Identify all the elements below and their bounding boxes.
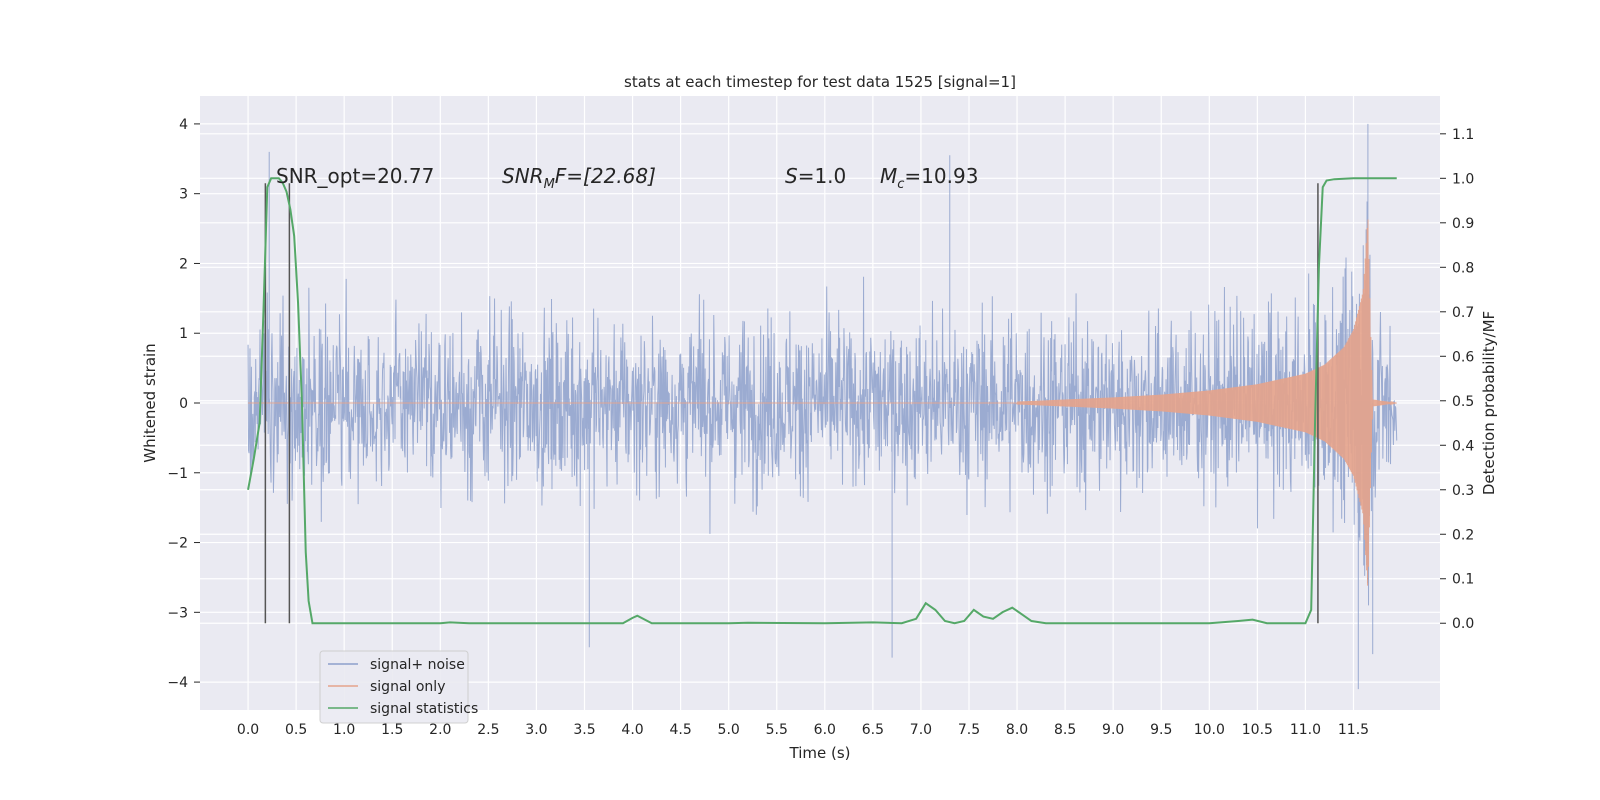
series-signal-statistics [247, 177, 1397, 625]
annotation-snr-mf-rest: F=[22.68] [555, 164, 656, 188]
annotation-mc: Mc=10.93 [880, 164, 978, 192]
x-tick-label: 5.0 [718, 722, 740, 738]
y2-tick-label: 0.2 [1452, 527, 1474, 543]
y2-tick-label: 0.1 [1452, 572, 1474, 588]
y-tick-label: −2 [167, 536, 188, 552]
y-tick-label: −1 [167, 466, 188, 482]
x-tick-label: 9.5 [1150, 722, 1172, 738]
x-tick-label: 10.5 [1242, 722, 1273, 738]
annotation-s-val: =1.0 [798, 164, 847, 188]
y-tick-label: 1 [179, 326, 188, 342]
y2-tick-label: 0.0 [1452, 616, 1474, 632]
annotation-snr-mf: SNRMF=[22.68] [502, 164, 656, 192]
series-signal-only [248, 219, 1397, 586]
x-tick-label: 5.5 [766, 722, 788, 738]
legend-box [319, 650, 469, 724]
x-tick-label: 2.5 [477, 722, 499, 738]
y-tick-label: 4 [179, 117, 188, 133]
legend-label-signal-statistics: signal statistics [370, 701, 478, 717]
annotation-snr-mf-main: SNR [502, 164, 544, 188]
y2-tick-label: 1.1 [1452, 127, 1474, 143]
x-tick-label: 6.5 [862, 722, 884, 738]
signal-only-line [248, 219, 1397, 586]
y2-tick-label: 0.7 [1452, 305, 1474, 321]
x-axis-label: Time (s) [789, 744, 851, 762]
x-tick-label: 3.5 [573, 722, 595, 738]
x-tick-label: 3.0 [525, 722, 547, 738]
x-tick-label: 7.5 [958, 722, 980, 738]
y2-tick-label: 0.3 [1452, 483, 1474, 499]
y2-tick-label: 0.9 [1452, 216, 1474, 232]
x-tick-label: 0.0 [237, 722, 259, 738]
y2-axis-ticks: 0.0 0.1 0.2 0.3 0.4 0.5 0.6 0.7 0.8 0.9 1.0 1.1 [1440, 127, 1474, 632]
y-axis-ticks: −4 −3 −2 −1 0 1 2 3 4 [167, 117, 200, 691]
legend-label-signal-only: signal only [370, 679, 445, 695]
annotation-snr-mf-sub: M [544, 177, 555, 192]
x-tick-label: 0.5 [285, 722, 307, 738]
y2-tick-label: 0.4 [1452, 438, 1474, 454]
x-tick-label: 1.0 [333, 722, 355, 738]
x-tick-label: 11.0 [1290, 722, 1321, 738]
y2-tick-label: 0.8 [1452, 260, 1474, 276]
x-tick-label: 8.0 [1006, 722, 1028, 738]
signal-statistics-line [247, 177, 1397, 625]
x-tick-label: 9.0 [1102, 722, 1124, 738]
x-tick-label: 1.5 [381, 722, 403, 738]
x-tick-label: 4.5 [669, 722, 691, 738]
y2-tick-label: 0.5 [1452, 394, 1474, 410]
x-tick-label: 10.0 [1194, 722, 1225, 738]
x-tick-label: 4.0 [621, 722, 643, 738]
x-tick-label: 6.0 [814, 722, 836, 738]
y-axis-label: Whitened strain [141, 343, 159, 462]
legend-label-signal-noise: signal+ noise [370, 657, 465, 673]
annotation-mc-val: =10.93 [904, 164, 978, 188]
chart-title: stats at each timestep for test data 152… [624, 73, 1016, 91]
x-tick-label: 7.0 [910, 722, 932, 738]
x-tick-label: 8.5 [1054, 722, 1076, 738]
y-tick-label: −3 [167, 605, 188, 621]
annotation-mc-sym: M [880, 164, 897, 188]
x-tick-label: 2.0 [429, 722, 451, 738]
y-tick-label: 2 [179, 256, 188, 272]
annotation-s-sym: S [785, 164, 798, 188]
y-tick-label: 0 [179, 396, 188, 412]
y-tick-label: 3 [179, 187, 188, 203]
annotations: SNR_opt=20.77 SNRMF=[22.68] S=1.0 Mc=10.… [276, 164, 978, 192]
x-tick-label: 11.5 [1338, 722, 1369, 738]
x-axis-ticks: 0.0 0.5 1.0 1.5 2.0 2.5 3.0 3.5 4.0 4.5 5.0 5.5 6.0 6… [237, 722, 1369, 738]
y2-tick-label: 0.6 [1452, 349, 1474, 365]
y2-axis-label: Detection probability/MF [1480, 311, 1498, 495]
y-tick-label: −4 [167, 675, 188, 691]
legend: signal+ noise signal only signal statist… [319, 650, 478, 724]
annotation-s: S=1.0 [785, 164, 846, 188]
annotation-mc-sub: c [897, 177, 904, 192]
annotation-snr-opt: SNR_opt=20.77 [276, 164, 434, 188]
y2-tick-label: 1.0 [1452, 171, 1474, 187]
